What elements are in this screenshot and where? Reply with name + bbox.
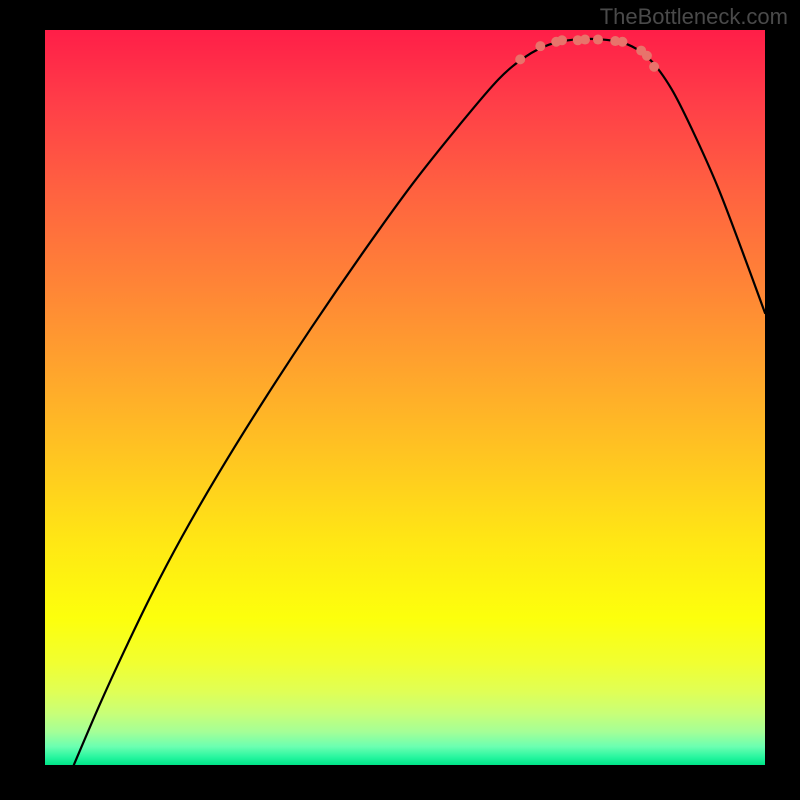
marker-dot — [642, 51, 652, 61]
marker-dot — [580, 35, 590, 45]
curve-layer — [45, 30, 765, 765]
marker-dot — [535, 41, 545, 51]
marker-dot — [649, 62, 659, 72]
marker-dot — [515, 54, 525, 64]
plot-area — [45, 30, 765, 765]
bottleneck-curve — [74, 39, 765, 765]
marker-dot — [593, 35, 603, 45]
watermark-text: TheBottleneck.com — [600, 4, 788, 30]
marker-dot — [617, 37, 627, 47]
marker-dot — [557, 35, 567, 45]
curve-markers — [515, 35, 659, 72]
